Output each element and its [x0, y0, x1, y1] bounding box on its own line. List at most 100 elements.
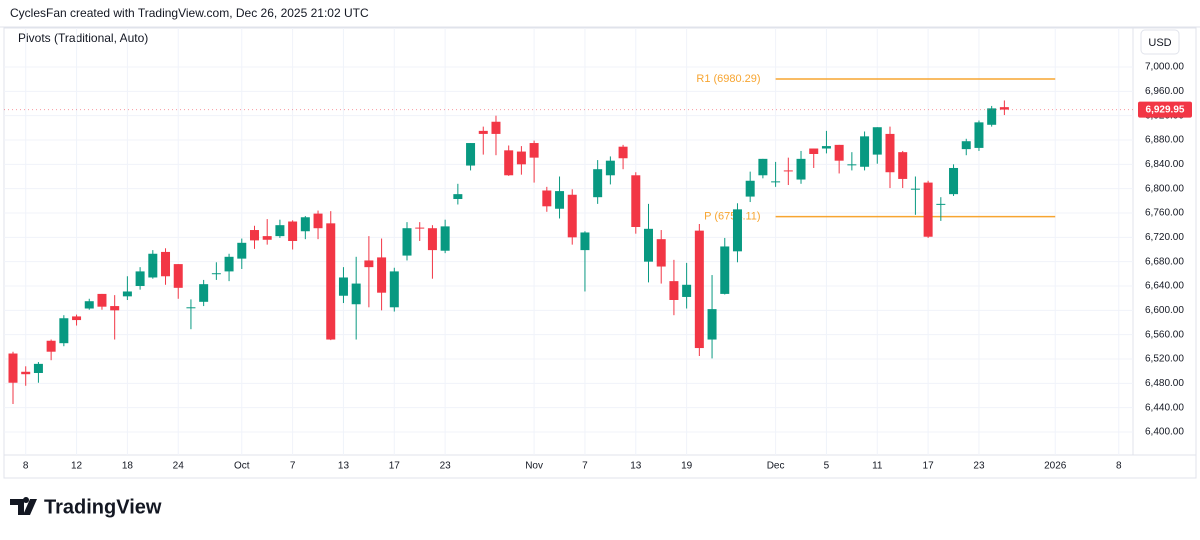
candle-body: [8, 353, 18, 383]
candle-body: [898, 152, 908, 179]
y-tick-label: 6,520.00: [1145, 354, 1184, 365]
candle-body: [402, 228, 412, 256]
candle-body: [110, 306, 120, 311]
x-tick-label: 24: [173, 461, 185, 472]
y-tick-label: 7,000.00: [1145, 62, 1184, 73]
candle-body: [809, 148, 819, 154]
candle-body: [580, 232, 590, 251]
pivot-label: R1 (6980.29): [696, 73, 760, 85]
candle-body: [300, 217, 310, 232]
x-tick-label: 11: [872, 461, 883, 472]
y-tick-label: 6,440.00: [1145, 402, 1184, 413]
candle-body: [504, 150, 514, 176]
candle-body: [478, 130, 488, 134]
candle-body: [224, 256, 234, 272]
y-tick-label: 6,560.00: [1145, 329, 1184, 340]
candle-body: [199, 284, 209, 302]
y-tick-label: 6,720.00: [1145, 232, 1184, 243]
y-tick-label: 6,760.00: [1145, 208, 1184, 219]
tradingview-logo: TradingView: [10, 496, 162, 518]
candle-body: [148, 253, 158, 278]
y-tick-label: 6,880.00: [1145, 135, 1184, 146]
candle-body: [211, 273, 221, 275]
credit-line: CyclesFan created with TradingView.com, …: [10, 6, 369, 20]
candle-body: [821, 146, 831, 149]
x-tick-label: 13: [630, 461, 642, 472]
y-tick-label: 6,480.00: [1145, 378, 1184, 389]
candle-body: [847, 164, 857, 166]
y-tick-label: 6,960.00: [1145, 86, 1184, 97]
candle-body: [555, 191, 565, 209]
candle-body: [542, 190, 552, 207]
y-tick-label: 6,840.00: [1145, 159, 1184, 170]
candle-body: [262, 236, 272, 240]
candle-body: [987, 108, 997, 125]
candle-body: [59, 318, 69, 344]
x-tick-label: 23: [440, 461, 452, 472]
x-tick-label: 7: [290, 461, 296, 472]
candle-body: [707, 309, 717, 340]
last-price-box: [1138, 101, 1192, 118]
indicator-legend: Pivots (Traditional, Auto): [18, 31, 148, 45]
candle-body: [122, 291, 132, 297]
candle-body: [186, 307, 196, 309]
candle-body: [21, 371, 31, 375]
y-tick-label: 6,600.00: [1145, 305, 1184, 316]
candle-body: [834, 144, 844, 161]
candle-body: [161, 251, 171, 277]
candle-body: [745, 180, 755, 197]
candle-body: [872, 127, 882, 155]
candle-body: [135, 271, 145, 286]
candle-body: [97, 293, 107, 307]
candle-body: [783, 170, 793, 172]
x-tick-label: 13: [338, 461, 350, 472]
logo-mark: [10, 497, 37, 515]
candle-body: [631, 175, 641, 227]
currency-label: USD: [1148, 37, 1171, 49]
candle-body: [910, 188, 920, 190]
x-tick-label: 7: [582, 461, 588, 472]
candle-body: [999, 107, 1009, 110]
x-tick-label: 2026: [1044, 461, 1067, 472]
candle-body: [860, 136, 870, 167]
candle-body: [529, 143, 539, 158]
x-tick-label: 5: [824, 461, 830, 472]
last-price-label: 6,929.95: [1146, 104, 1185, 115]
candle-body: [326, 223, 336, 340]
candle-body: [427, 228, 437, 251]
candle-body: [237, 242, 247, 259]
candle-body: [694, 230, 704, 349]
candle-body: [173, 264, 183, 288]
candle-body: [377, 257, 387, 293]
candle-body: [46, 340, 56, 352]
candle-body: [771, 181, 781, 183]
candle-body: [593, 169, 603, 198]
candle-body: [567, 194, 577, 238]
candle-body: [389, 271, 399, 308]
y-tick-label: 6,680.00: [1145, 256, 1184, 267]
candle-body: [644, 228, 653, 262]
x-tick-label: 19: [681, 461, 693, 472]
currency-button[interactable]: [1140, 29, 1180, 55]
candle-body: [936, 203, 946, 205]
candle-body: [949, 167, 959, 195]
candle-body: [656, 239, 666, 267]
candle-body: [682, 284, 692, 297]
x-tick-label: 17: [389, 461, 401, 472]
candle-body: [288, 221, 298, 241]
candle-body: [720, 246, 730, 294]
logo-text: TradingView: [44, 496, 162, 518]
y-tick-label: 6,640.00: [1145, 281, 1184, 292]
candle-body: [923, 182, 933, 237]
y-tick-label: 6,400.00: [1145, 427, 1184, 438]
candle-body: [84, 301, 94, 309]
candle-body: [491, 121, 501, 134]
candle-body: [33, 363, 43, 373]
candle-body: [364, 260, 374, 268]
pivot-label: P (6754.11): [704, 210, 760, 222]
candle-body: [415, 227, 425, 229]
x-tick-label: Dec: [767, 461, 785, 472]
x-tick-label: 12: [71, 461, 83, 472]
